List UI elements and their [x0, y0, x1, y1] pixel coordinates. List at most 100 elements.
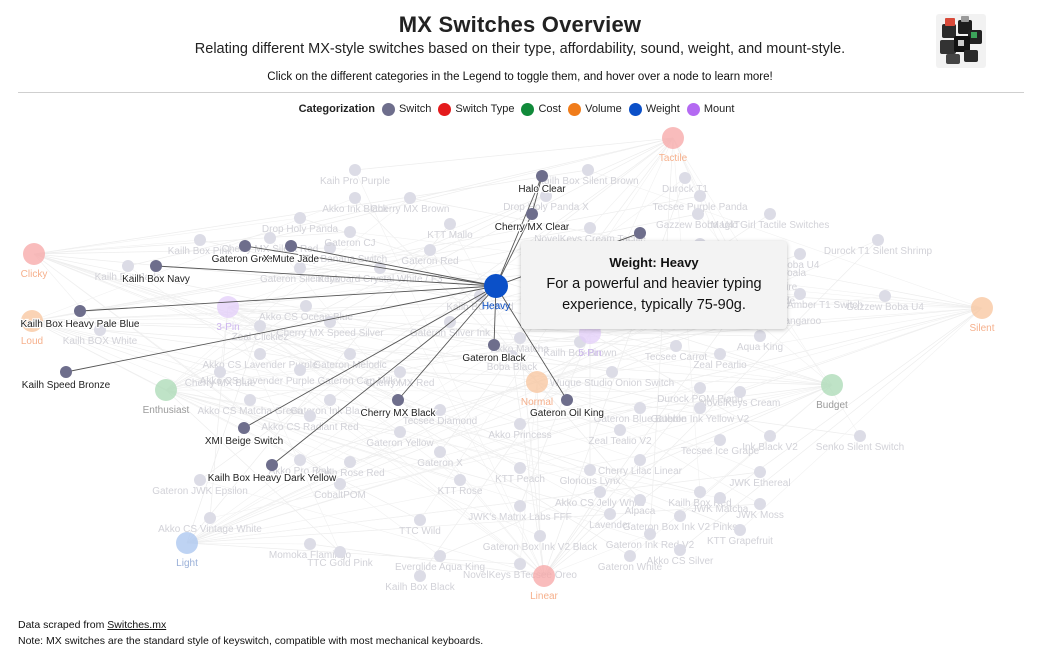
legend-dot [381, 102, 395, 116]
category-node: Tactile [659, 127, 688, 164]
faded-switch-label: Akko Ink Black [322, 204, 389, 215]
faded-switch-node: Akko CS Lavender Purple [202, 348, 318, 371]
source-link[interactable]: Switches.mx [107, 619, 167, 631]
highlighted-switch-node: Halo Clear [517, 170, 567, 196]
center-node: Heavy [482, 274, 510, 312]
background-edge [439, 381, 538, 411]
highlighted-switch-node: Kailh Speed Bronze [21, 366, 112, 392]
node-tooltip: Weight: Heavy For a powerful and heavier… [521, 241, 787, 329]
faded-switch-label: Kailh Box Silent Brown [537, 176, 638, 187]
legend-item-volume[interactable]: Volume [568, 102, 622, 116]
faded-switch-label: TTC Gold Pink [307, 558, 374, 569]
faded-switch-node: Cherry MX Brown [371, 192, 449, 215]
background-edge [299, 307, 983, 371]
faded-switch-node: Tecsee Purple Panda [652, 190, 748, 213]
faded-switch-label: Cherry MX Blue [185, 378, 256, 389]
faded-switch-label: Zeal Tealio V2 [588, 436, 652, 447]
legend-dot [568, 102, 582, 116]
background-edge [739, 307, 983, 531]
faded-switch-label: Durock T1 Silent Shrimp [824, 246, 933, 257]
legend-title: Categorization [298, 103, 375, 115]
legend-item-weight[interactable]: Weight [628, 102, 680, 116]
background-edge [31, 320, 701, 493]
faded-switch-label: JWK Ethereal [729, 478, 790, 489]
faded-switch-label: Kailh BOX Red [446, 302, 513, 313]
faded-switch-node: Cherry MX Blue [185, 366, 256, 389]
faded-switch-label: Aqua King [737, 342, 783, 353]
faded-switch-label: Ink Black V2 [742, 442, 798, 453]
faded-switch-label: Gateron X [417, 458, 463, 469]
faded-switch-label: NovelKeys Cream Tactile [534, 234, 646, 245]
highlighted-switch-label: XMI Beige Switch [205, 436, 283, 447]
background-edge [33, 253, 441, 557]
faded-switch-node: Alpaca [625, 494, 656, 517]
faded-switch-label: NovelKeys Amber T1 Switch [737, 300, 863, 311]
category-node: Clicky [21, 243, 47, 280]
faded-switch-node: Akko CS Matcha Green [197, 394, 303, 417]
category-label: Budget [816, 400, 848, 411]
highlighted-switch-label: Gateron Green [212, 254, 279, 265]
legend-item-mount[interactable]: Mount [686, 102, 734, 116]
background-edge [259, 325, 538, 383]
background-edge [186, 407, 641, 544]
faded-switch-node: Tecsee Diamond [403, 404, 477, 427]
highlighted-edge [290, 245, 497, 287]
highlighted-edge [397, 285, 497, 401]
background-edge [33, 253, 101, 331]
background-edge [269, 237, 545, 577]
background-edge [33, 253, 401, 373]
background-edge [719, 353, 833, 386]
faded-switch-node: Gateron Ink Red V2 [606, 528, 695, 551]
background-edge [329, 399, 545, 577]
background-edge [519, 384, 833, 469]
faded-switch-label: Akko Pro Pink [269, 466, 333, 477]
faded-switch-label: Drop Holy Panda X [503, 202, 589, 213]
faded-switch-label: Lavender [589, 520, 631, 531]
faded-switch-node: Aqua King [737, 330, 783, 353]
background-edge [199, 239, 833, 386]
background-edge [439, 451, 545, 577]
faded-switch-label: Kailh Box Jade [95, 272, 162, 283]
faded-switch-label: CobaltPOM [314, 490, 366, 501]
background-edge [619, 307, 983, 431]
background-edge [199, 479, 545, 577]
background-edge [33, 253, 741, 531]
faded-switch-label: Cherry MX Silent Red [222, 244, 319, 255]
legend: Categorization Switch Switch Type Cost V… [0, 100, 1040, 118]
highlighted-switch-label: Halo Clear [518, 184, 566, 195]
legend-item-cost[interactable]: Cost [521, 102, 561, 116]
category-node: Enthusiast [143, 379, 190, 416]
faded-switch-label: Akko CS Lavender Purple [202, 360, 318, 371]
legend-item-switch[interactable]: Switch [381, 102, 431, 116]
faded-switch-label: Kailh Rose Red [315, 468, 384, 479]
faded-switch-label: Akko CS Vintage White [158, 524, 262, 535]
highlighted-switch-label: Kailh Speed Bronze [22, 380, 111, 391]
highlighted-edge [155, 265, 497, 287]
highlighted-switch-node: Kailh Box Heavy Dark Yellow [207, 459, 338, 485]
faded-switch-label: Tecsee Ice Grape [681, 446, 760, 457]
network-graph[interactable]: Kaih Pro Purple Kailh Box Silent Brown Dur… [0, 118, 1040, 612]
faded-switch-label: KTT Mallo [427, 230, 473, 241]
background-edge [699, 384, 833, 409]
faded-switch-node: Cherry MX Red [366, 366, 434, 389]
faded-switch-label: Tecsee Purple Panda [652, 202, 748, 213]
faded-switch-node: Akko Pro Pink [269, 454, 333, 477]
faded-switch-label: JWK Moss [736, 510, 784, 521]
faded-switch-label: Kailh Box Pink [168, 246, 233, 257]
category-node: Light [176, 532, 198, 569]
background-edge [519, 332, 591, 507]
highlighted-edge [65, 285, 497, 373]
faded-switch-node: Kailh BOX White [63, 324, 138, 347]
faded-switch-node: Drop Holy Panda X [503, 190, 589, 213]
faded-switch-node: Akko Ink Black [322, 192, 389, 215]
legend-item-switch-type[interactable]: Switch Type [438, 102, 514, 116]
category-label: Silent [969, 323, 994, 334]
highlighted-switch-node: X Mute Jade [262, 240, 321, 266]
faded-switch-node: Kailh Box Black [385, 570, 456, 593]
faded-switch-node: Zeal Clickiez [232, 320, 288, 343]
background-edge [186, 345, 677, 544]
category-label: Enthusiast [143, 405, 190, 416]
faded-switch-node: Gateron Red [401, 244, 459, 267]
faded-switch-label: Akko Matcha [491, 344, 549, 355]
faded-switch-node: NovelKeys Cream [700, 386, 780, 409]
